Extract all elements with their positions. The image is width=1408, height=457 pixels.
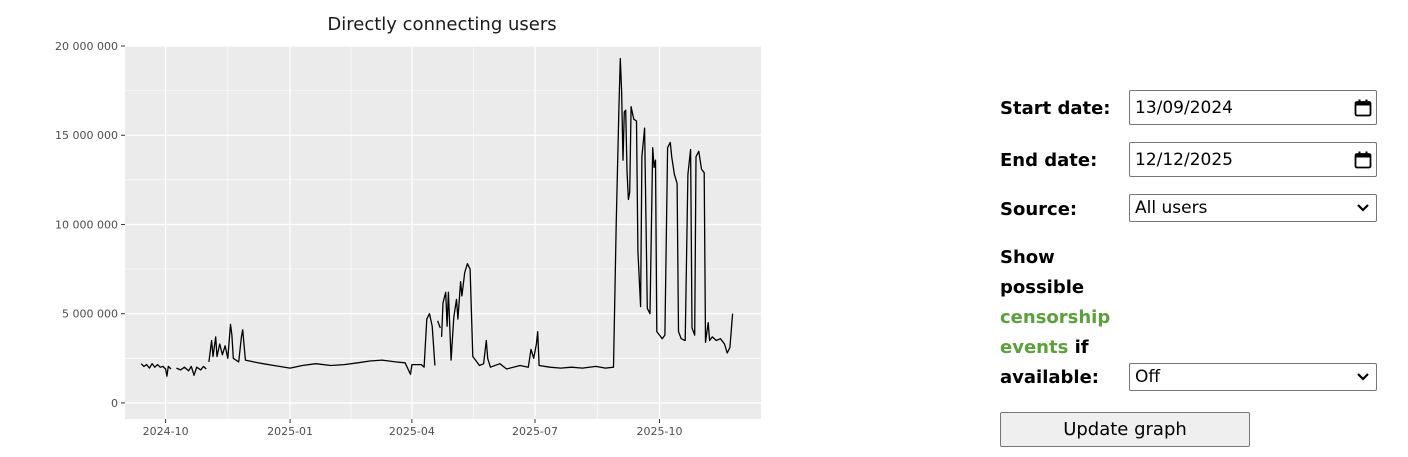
- update-graph-button[interactable]: Update graph: [1000, 412, 1250, 447]
- y-tick-label: 15 000 000: [55, 129, 118, 142]
- x-tick-label: 2025-07: [512, 425, 558, 438]
- series-line: [440, 57, 734, 370]
- plot-panel: [125, 46, 761, 419]
- grid-major: [125, 45, 761, 419]
- chart-title: Directly connecting users: [327, 14, 556, 35]
- x-tick-label: 2025-04: [389, 425, 435, 438]
- censorship-link[interactable]: censorship: [1000, 307, 1111, 328]
- x-tick-label: 2024-10: [143, 425, 189, 438]
- chevron-down-icon: [1350, 203, 1376, 213]
- start-date-value: 13/09/2024: [1135, 97, 1233, 118]
- source-select[interactable]: All users: [1129, 194, 1377, 222]
- y-tick-label: 5 000 000: [62, 308, 118, 321]
- censorship-events-select[interactable]: Off: [1129, 363, 1377, 391]
- label-line: if: [1068, 337, 1089, 358]
- y-tick-label: 20 000 000: [55, 40, 118, 53]
- label-line: available:: [1000, 367, 1099, 388]
- y-tick-label: 10 000 000: [55, 218, 118, 231]
- grid-minor: [125, 46, 761, 419]
- x-axis: 2024-10 2025-01 2025-04 2025-07 2025-10: [143, 419, 683, 438]
- series-line: [176, 365, 207, 376]
- events-link[interactable]: events: [1000, 337, 1069, 358]
- censorship-events-label: Show possible censorship events if avail…: [1000, 243, 1110, 393]
- end-date-input[interactable]: 12/12/2025: [1129, 142, 1377, 177]
- series-line: [140, 363, 172, 377]
- events-value: Off: [1135, 367, 1161, 387]
- start-date-label: Start date:: [1000, 98, 1111, 119]
- y-axis: 0 5 000 000 10 000 000 15 000 000 20 000 000: [55, 40, 125, 410]
- label-line: possible: [1000, 277, 1085, 298]
- start-date-input[interactable]: 13/09/2024: [1129, 90, 1377, 125]
- chevron-down-icon: [1350, 372, 1376, 382]
- series-line: [208, 313, 436, 376]
- calendar-icon[interactable]: [1350, 99, 1376, 117]
- series-line: [436, 320, 441, 329]
- series-lines: [140, 57, 734, 377]
- end-date-value: 12/12/2025: [1135, 149, 1233, 170]
- source-label: Source:: [1000, 199, 1078, 220]
- calendar-icon[interactable]: [1350, 151, 1376, 169]
- x-tick-label: 2025-10: [637, 425, 683, 438]
- end-date-label: End date:: [1000, 150, 1098, 171]
- source-value: All users: [1135, 198, 1208, 218]
- x-tick-label: 2025-01: [267, 425, 313, 438]
- label-line: Show: [1000, 247, 1055, 268]
- chart: Directly connecting users 0 5 000 000 10 0…: [55, 14, 761, 438]
- y-tick-label: 0: [111, 397, 118, 410]
